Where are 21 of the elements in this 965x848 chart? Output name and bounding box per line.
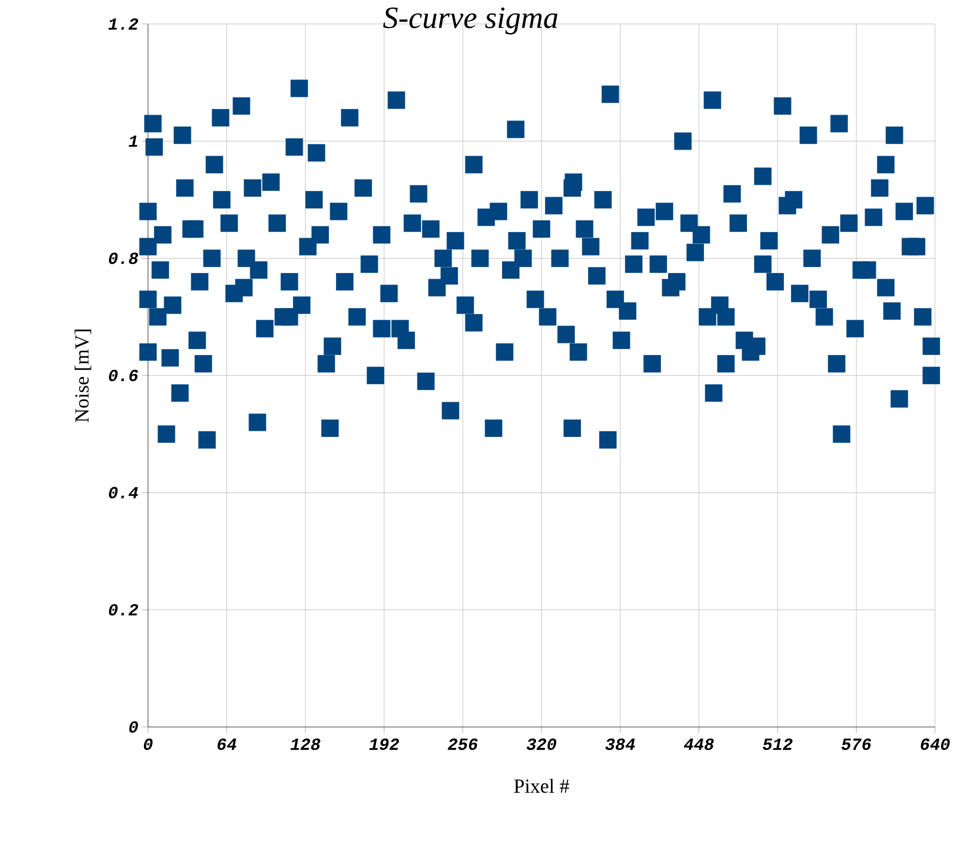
x-tick-label: 128 — [290, 738, 320, 750]
x-tick-label: 256 — [448, 738, 478, 750]
y-tick-label: 0.4 — [108, 486, 138, 498]
x-tick-label: 512 — [762, 738, 792, 750]
y-tick-label: 0.2 — [108, 604, 138, 616]
x-tick-label: 320 — [526, 738, 556, 750]
x-tick-label: 0 — [144, 738, 153, 750]
x-tick-label: 448 — [684, 738, 714, 750]
x-tick-label: 384 — [605, 738, 635, 750]
y-tick-label: 1 — [128, 136, 138, 147]
x-axis-title: Pixel # — [514, 778, 570, 793]
y-axis-title: Noise [mV] — [74, 330, 92, 422]
x-tick-label: 640 — [920, 738, 950, 750]
y-tick-label: 0.8 — [108, 252, 138, 264]
x-tick-label: 576 — [842, 738, 872, 750]
x-tick-label: 192 — [369, 738, 399, 750]
chart-title: S-curve sigma — [383, 7, 558, 34]
x-tick-label: 64 — [218, 738, 236, 750]
y-tick-label: 1.2 — [108, 18, 138, 30]
y-tick-label: 0 — [129, 721, 138, 733]
y-tick-label: 0.6 — [108, 370, 138, 382]
